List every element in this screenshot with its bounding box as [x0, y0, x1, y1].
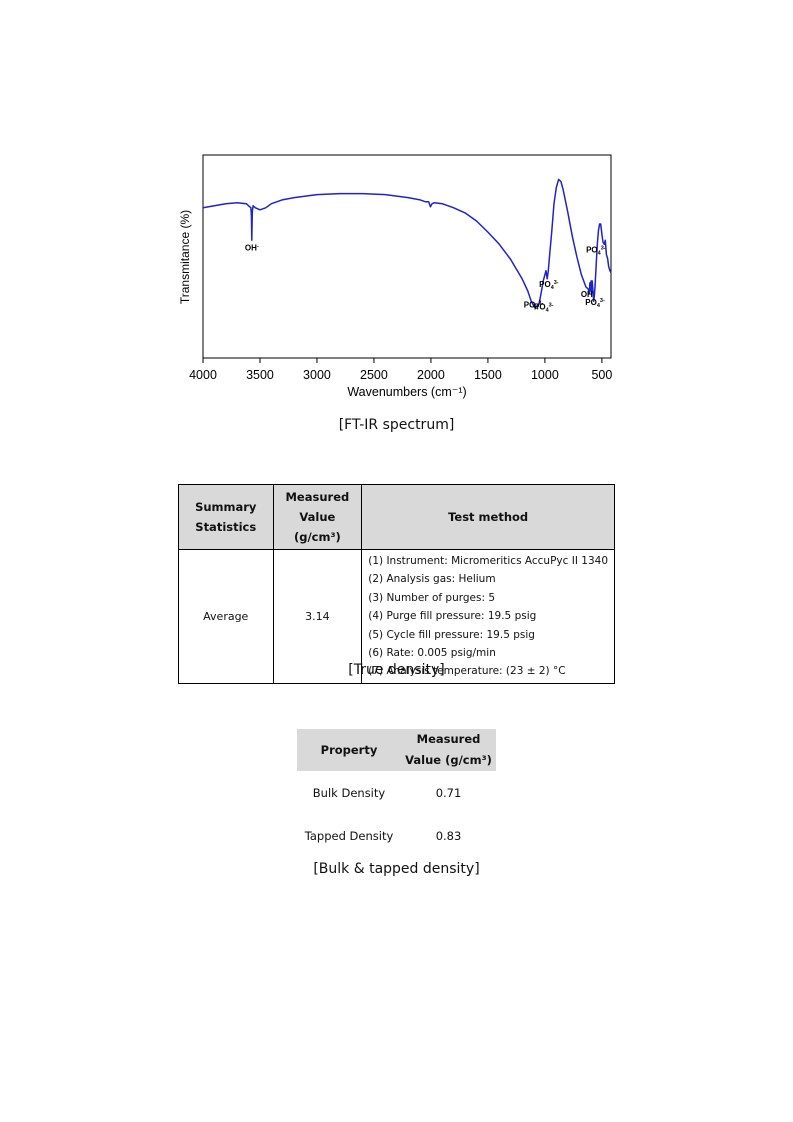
table-header-row: Property Measured Value (g/cm³) — [297, 729, 496, 771]
property-cell: Tapped Density — [304, 828, 394, 843]
average-label: Average — [178, 549, 274, 684]
y-axis-label: Transmitance (%) — [178, 210, 192, 304]
x-tick-label: 4000 — [189, 368, 217, 382]
measured-value-header: Measured Value (g/cm³) — [272, 484, 363, 550]
measured-value-header: Measured Value (g/cm³) — [401, 729, 496, 771]
method-item: (5) Cycle fill pressure: 19.5 psig — [368, 628, 535, 641]
method-item: (1) Instrument: Micromeritics AccuPyc II… — [368, 555, 608, 567]
spectrum-line — [202, 178, 612, 309]
table-header-row: Summary Statistics Measured Value (g/cm³… — [178, 484, 615, 550]
table-row: Bulk Density 0.71 — [297, 771, 496, 814]
method-item: (2) Analysis gas: Helium — [368, 573, 496, 586]
summary-header-line1: Summary — [195, 500, 257, 514]
property-cell: Bulk Density — [312, 785, 386, 800]
measured-header-line1: Measured — [285, 490, 350, 504]
x-tick-label: 500 — [591, 368, 612, 382]
summary-statistics-header: Summary Statistics — [178, 484, 274, 550]
x-tick-label: 1000 — [531, 368, 559, 382]
test-method-list: (1) Instrument: Micromeritics AccuPyc II… — [361, 549, 615, 684]
x-ticks: 4000 3500 3000 2500 2000 1500 1000 500 — [189, 358, 612, 382]
peak-label: PO43- — [524, 300, 544, 311]
method-item: (4) Purge fill pressure: 19.5 psig — [368, 610, 537, 623]
measured-header-line1: Measured — [416, 732, 481, 746]
bulk-density-table: Property Measured Value (g/cm³) Bulk Den… — [297, 729, 496, 857]
measured-header-line2: Value (g/cm³) — [293, 510, 341, 544]
peak-label: OH — [581, 290, 593, 299]
value-cell: 0.83 — [435, 828, 462, 843]
method-item: (6) Rate: 0.005 psig/min — [368, 647, 496, 660]
table-row: Average 3.14 (1) Instrument: Micromeriti… — [178, 549, 615, 684]
average-value: 3.14 — [272, 549, 363, 684]
value-cell: 0.71 — [435, 785, 462, 800]
x-tick-label: 2000 — [417, 368, 445, 382]
property-header: Property — [297, 729, 401, 771]
peak-label: PO43- — [534, 302, 554, 313]
true-density-table: Summary Statistics Measured Value (g/cm³… — [178, 484, 615, 684]
peak-label: PO43- — [586, 245, 606, 256]
plot-frame — [202, 154, 612, 359]
bulk-caption: [Bulk & tapped density] — [313, 861, 480, 877]
ftir-chart: 4000 3500 3000 2500 2000 1500 1000 500 OH- PO43-… — [178, 154, 612, 399]
summary-header-line2: Statistics — [195, 520, 257, 534]
table-row: Tapped Density 0.83 — [297, 814, 496, 857]
peak-label: OH- — [245, 243, 259, 252]
x-tick-label: 1500 — [474, 368, 502, 382]
true-density-caption: [True density] — [348, 662, 445, 678]
method-item: (3) Number of purges: 5 — [368, 591, 496, 604]
method-item: (7) Analysis temperature: (23 ± 2) °C — [368, 665, 566, 678]
peak-label: PO43- — [539, 280, 559, 291]
measured-header-line2: Value (g/cm³) — [405, 753, 492, 767]
x-tick-label: 3000 — [303, 368, 331, 382]
x-tick-label: 2500 — [360, 368, 388, 382]
peak-label: PO43- — [585, 298, 605, 309]
test-method-header: Test method — [361, 484, 615, 550]
x-axis-label: Wavenumbers (cm⁻¹) — [347, 385, 466, 399]
x-tick-label: 3500 — [246, 368, 274, 382]
ftir-caption: [FT-IR spectrum] — [338, 417, 455, 433]
